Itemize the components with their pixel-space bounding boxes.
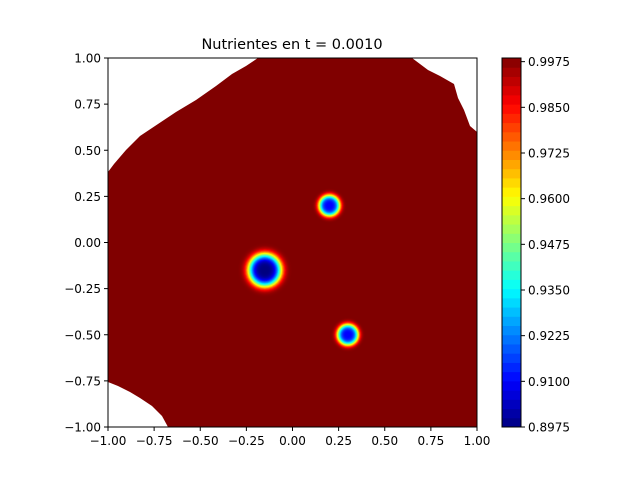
colorbar-segment bbox=[502, 150, 521, 160]
y-tick-label: 0.25 bbox=[74, 190, 101, 204]
y-tick-label: −0.25 bbox=[64, 282, 101, 296]
colorbar-segment bbox=[502, 343, 521, 354]
colorbar-tick-label: 0.9475 bbox=[528, 238, 570, 252]
colorbar-segment bbox=[502, 242, 521, 253]
colorbar-segment bbox=[502, 408, 521, 419]
colorbar-axis: 0.8975 0.9100 0.9225 0.9350 0.9475 0.9600 0.97… bbox=[521, 55, 570, 435]
y-tick-label: 0.75 bbox=[74, 98, 101, 112]
colorbar-segment bbox=[502, 270, 521, 280]
colorbar-segment bbox=[502, 76, 521, 87]
colorbar-segment bbox=[502, 233, 521, 243]
colorbar-segment bbox=[502, 353, 521, 363]
colorbar-segment bbox=[502, 390, 521, 400]
heatmap-area bbox=[108, 58, 477, 427]
y-tick-label: −1.00 bbox=[64, 421, 101, 435]
undefined-region-bottom-left bbox=[108, 382, 168, 427]
colorbar-segment bbox=[502, 205, 521, 216]
colorbar-tick-label: 0.9100 bbox=[528, 375, 570, 389]
colorbar-segment bbox=[502, 214, 521, 225]
colorbar-segment bbox=[502, 307, 521, 317]
depletion-spot bbox=[327, 314, 369, 356]
y-axis: −1.00 −0.75 −0.50 −0.25 0.00 0.25 0.50 0.75 1.00 bbox=[64, 52, 108, 435]
colorbar-segment bbox=[502, 362, 521, 373]
colorbar-segment bbox=[502, 168, 521, 179]
colorbar-tick-label: 0.9600 bbox=[528, 192, 570, 206]
x-tick-label: −0.25 bbox=[228, 434, 265, 448]
x-tick-label: −1.00 bbox=[90, 434, 127, 448]
colorbar-segment bbox=[502, 177, 521, 188]
colorbar-segment bbox=[502, 371, 521, 382]
colorbar-segment bbox=[502, 131, 521, 142]
x-tick-label: −0.50 bbox=[182, 434, 219, 448]
colorbar-frame bbox=[501, 57, 522, 428]
colorbar-segment bbox=[502, 85, 521, 96]
colorbar-segment bbox=[502, 67, 521, 77]
nutrient-field bbox=[108, 58, 477, 427]
depletion-spot bbox=[233, 238, 297, 302]
x-tick-label: 1.00 bbox=[464, 434, 491, 448]
undefined-region-top-right bbox=[412, 58, 477, 132]
colorbar-tick-label: 0.9725 bbox=[528, 146, 570, 160]
colorbar-tick-label: 0.9350 bbox=[528, 283, 570, 297]
colorbar-segment bbox=[502, 279, 521, 290]
colorbar-segment bbox=[502, 187, 521, 197]
y-tick-label: −0.50 bbox=[64, 328, 101, 342]
x-tick-label: 0.25 bbox=[325, 434, 352, 448]
y-tick-label: −0.75 bbox=[64, 374, 101, 388]
colorbar-segment bbox=[502, 58, 521, 68]
x-tick-label: 0.75 bbox=[418, 434, 445, 448]
spot-ring bbox=[328, 205, 330, 207]
x-axis: −1.00 −0.75 −0.50 −0.25 0.00 0.25 0.50 0.75 1.00 bbox=[90, 427, 491, 448]
colorbar bbox=[502, 58, 521, 428]
x-tick-label: −0.75 bbox=[136, 434, 173, 448]
colorbar-tick-label: 0.9975 bbox=[528, 55, 570, 69]
colorbar-segment bbox=[502, 260, 521, 271]
colorbar-segment bbox=[502, 380, 521, 391]
spot-ring bbox=[347, 334, 349, 336]
depletion-spot bbox=[309, 185, 350, 226]
colorbar-segment bbox=[502, 159, 521, 170]
colorbar-segment bbox=[502, 113, 521, 124]
undefined-region-top-left bbox=[108, 58, 258, 172]
x-tick-label: 0.50 bbox=[371, 434, 398, 448]
colorbar-segment bbox=[502, 251, 521, 262]
colorbar-segment bbox=[502, 417, 521, 428]
x-tick-label: 0.00 bbox=[279, 434, 306, 448]
y-tick-label: 1.00 bbox=[74, 52, 101, 66]
colorbar-segment bbox=[502, 141, 521, 151]
colorbar-tick-label: 0.9850 bbox=[528, 101, 570, 115]
colorbar-tick-label: 0.8975 bbox=[528, 421, 570, 435]
colorbar-segment bbox=[502, 316, 521, 327]
colorbar-tick-label: 0.9225 bbox=[528, 329, 570, 343]
colorbar-segment bbox=[502, 399, 521, 410]
colorbar-segment bbox=[502, 224, 521, 234]
spot-ring bbox=[264, 269, 266, 271]
y-tick-label: 0.00 bbox=[74, 236, 101, 250]
colorbar-segment bbox=[502, 297, 521, 308]
colorbar-segment bbox=[502, 122, 521, 133]
colorbar-segment bbox=[502, 196, 521, 207]
chart-title: Nutrientes en t = 0.0010 bbox=[201, 37, 382, 53]
y-tick-label: 0.50 bbox=[74, 144, 101, 158]
colorbar-segment bbox=[502, 334, 521, 345]
colorbar-segment bbox=[502, 94, 521, 105]
colorbar-segment bbox=[502, 288, 521, 299]
colorbar-segment bbox=[502, 325, 521, 336]
colorbar-segment bbox=[502, 104, 521, 114]
